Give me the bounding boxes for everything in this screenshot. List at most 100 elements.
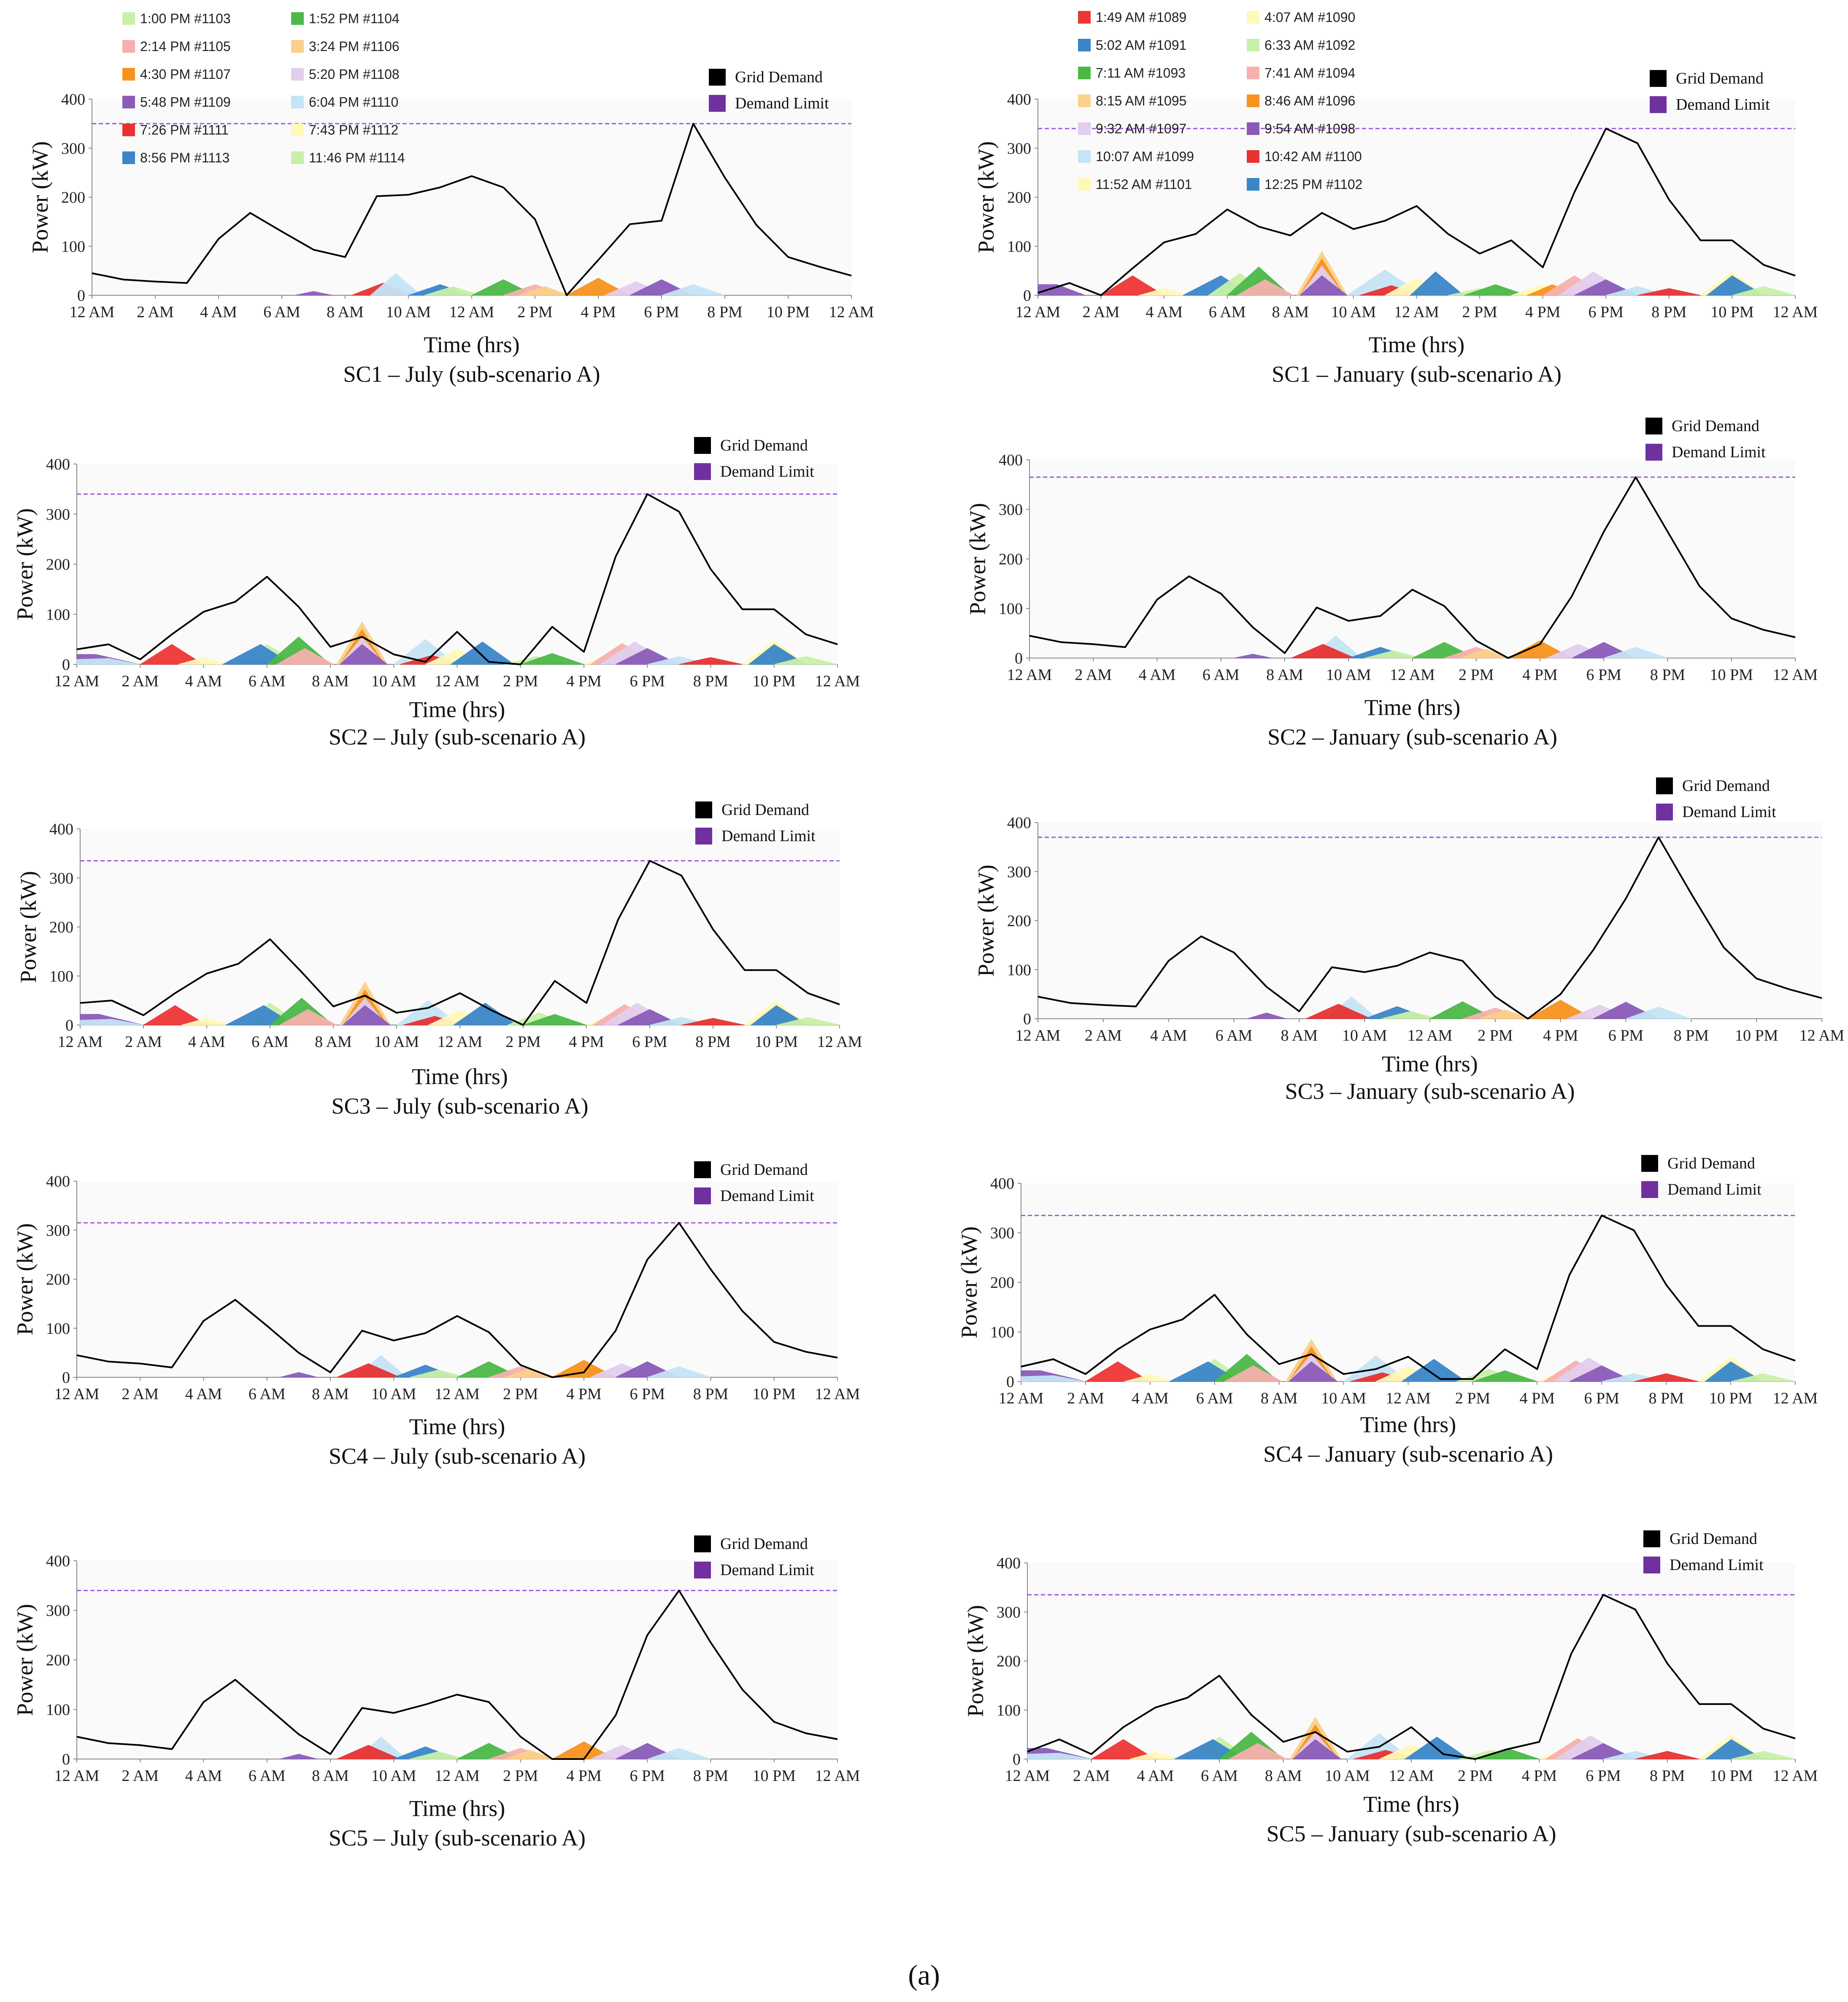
- session-legend-label: 7:26 PM #1111: [140, 122, 229, 138]
- chart-7: 0 100 200 300 400 12 AM 2 AM 4 AM 6 AM 8 AM 10 AM 1…: [12, 1161, 860, 1469]
- session-area-1109: [279, 1372, 318, 1378]
- y-tick-label: 300: [1007, 140, 1031, 157]
- session-legend-label: 8:46 AM #1096: [1264, 93, 1355, 108]
- session-legend-label: 7:43 PM #1112: [309, 122, 398, 138]
- x-tick-label: 2 PM: [503, 1767, 538, 1785]
- x-tick-label: 2 AM: [1073, 1767, 1110, 1785]
- legend-label-grid-demand: Grid Demand: [1667, 1155, 1755, 1172]
- plot-area: [1029, 460, 1795, 658]
- x-tick-label: 8 PM: [1651, 303, 1686, 321]
- x-axis-label: Time (hrs): [1369, 332, 1465, 357]
- x-tick-label: 8 AM: [312, 1767, 349, 1785]
- session-legend-swatch: [291, 12, 304, 25]
- legend-swatch-grid-demand: [694, 437, 711, 454]
- session-legend-swatch: [122, 96, 135, 108]
- x-tick-label: 12 AM: [70, 303, 115, 321]
- x-tick-label: 2 AM: [122, 1385, 159, 1403]
- x-tick-label: 10 PM: [755, 1033, 798, 1051]
- session-legend-swatch: [291, 68, 304, 81]
- session-area-1090: [1129, 1752, 1181, 1759]
- x-tick-label: 2 PM: [1462, 303, 1497, 321]
- session-legend-label: 5:20 PM #1108: [309, 67, 400, 82]
- x-axis-label: Time (hrs): [409, 1414, 505, 1439]
- legend-label-grid-demand: Grid Demand: [720, 1161, 808, 1179]
- session-area-1098: [342, 1005, 391, 1025]
- chart-caption: SC1 – January (sub-scenario A): [1272, 362, 1562, 387]
- x-tick-label: 12 AM: [438, 1033, 483, 1051]
- legend-swatch-demand-limit: [695, 828, 712, 845]
- session-legend-swatch: [122, 12, 135, 25]
- plot-area: [77, 1561, 838, 1759]
- y-tick-label: 300: [990, 1225, 1014, 1242]
- session-area-1110: [647, 1748, 711, 1759]
- y-tick-label: 200: [997, 1653, 1021, 1670]
- x-tick-label: 6 PM: [1608, 1027, 1643, 1044]
- y-axis-label: Power (kW): [965, 503, 990, 615]
- session-area-1094: [276, 648, 335, 665]
- chart-10: 0 100 200 300 400 12 AM 2 AM 4 AM 6 AM 8 AM 10 AM 1…: [963, 1530, 1818, 1846]
- x-tick-label: 10 PM: [1710, 303, 1753, 321]
- session-area-1095: [1478, 1009, 1532, 1019]
- x-tick-label: 4 AM: [185, 672, 222, 690]
- session-area-1111: [336, 1745, 400, 1759]
- session-legend-label: 1:52 PM #1104: [309, 11, 400, 26]
- x-tick-label: 6 AM: [1201, 1767, 1238, 1785]
- session-legend-swatch: [1247, 39, 1259, 51]
- session-area-1094: [1224, 1365, 1283, 1382]
- session-legend-swatch: [1078, 67, 1091, 79]
- x-tick-label: 4 PM: [1525, 303, 1560, 321]
- y-axis-label: Power (kW): [956, 1226, 982, 1338]
- plot-area: [1021, 1183, 1795, 1381]
- x-axis-label: Time (hrs): [409, 697, 505, 722]
- y-tick-label: 100: [1007, 238, 1031, 256]
- grid-demand-line: [1029, 476, 1796, 659]
- y-axis-label: Power (kW): [12, 1223, 38, 1335]
- session-legend-label: 4:07 AM #1090: [1264, 10, 1355, 25]
- y-tick-label: 400: [61, 91, 85, 108]
- legend-swatch-demand-limit: [694, 1187, 711, 1204]
- session-legend-swatch: [1078, 11, 1091, 24]
- x-tick-label: 12 AM: [829, 303, 874, 321]
- x-tick-label: 6 PM: [632, 1033, 667, 1051]
- session-area-1110: [647, 1366, 711, 1378]
- y-tick-label: 100: [999, 600, 1023, 618]
- x-tick-label: 4 AM: [1132, 1390, 1169, 1407]
- x-tick-label: 10 PM: [767, 303, 810, 321]
- x-axis-label: Time (hrs): [409, 1796, 505, 1821]
- session-legend-label: 4:30 PM #1107: [140, 67, 231, 82]
- x-tick-label: 2 AM: [122, 672, 159, 690]
- x-tick-label: 12 AM: [817, 1033, 862, 1051]
- x-tick-label: 12 AM: [1799, 1027, 1845, 1044]
- session-legend-swatch: [122, 68, 135, 81]
- x-tick-label: 8 AM: [1281, 1027, 1318, 1044]
- y-tick-label: 0: [62, 656, 70, 674]
- x-tick-label: 2 PM: [1455, 1390, 1490, 1407]
- session-legend-label: 5:48 PM #1109: [140, 94, 231, 110]
- x-tick-label: 12 AM: [1005, 1767, 1050, 1785]
- y-axis-label: Power (kW): [973, 865, 999, 977]
- x-tick-label: 8 PM: [695, 1033, 730, 1051]
- x-tick-label: 2 AM: [1083, 303, 1120, 321]
- y-tick-label: 400: [1007, 814, 1031, 832]
- x-axis-label: Time (hrs): [1360, 1412, 1456, 1437]
- legend-label-demand-limit: Demand Limit: [735, 94, 829, 112]
- session-area-1100: [1305, 1004, 1371, 1019]
- plot-area: [1038, 99, 1795, 295]
- session-legend-label: 11:52 AM #1101: [1096, 177, 1192, 192]
- x-tick-label: 12 AM: [1773, 666, 1818, 684]
- y-tick-label: 200: [1007, 912, 1031, 930]
- session-area-1096: [1527, 1000, 1594, 1019]
- y-tick-label: 400: [46, 456, 70, 473]
- x-tick-label: 4 PM: [569, 1033, 604, 1051]
- legend-swatch-grid-demand: [695, 801, 712, 818]
- session-legend-label: 8:56 PM #1113: [140, 150, 230, 165]
- x-tick-label: 2 PM: [517, 303, 552, 321]
- session-area-1092: [1364, 650, 1422, 658]
- session-legend-swatch: [291, 96, 304, 108]
- y-tick-label: 0: [1015, 650, 1023, 667]
- x-tick-label: 8 AM: [1272, 303, 1309, 321]
- x-tick-label: 4 AM: [188, 1033, 225, 1051]
- legend-label-demand-limit: Demand Limit: [1672, 443, 1766, 461]
- y-axis-label: Power (kW): [12, 508, 38, 620]
- y-tick-label: 100: [1007, 961, 1031, 979]
